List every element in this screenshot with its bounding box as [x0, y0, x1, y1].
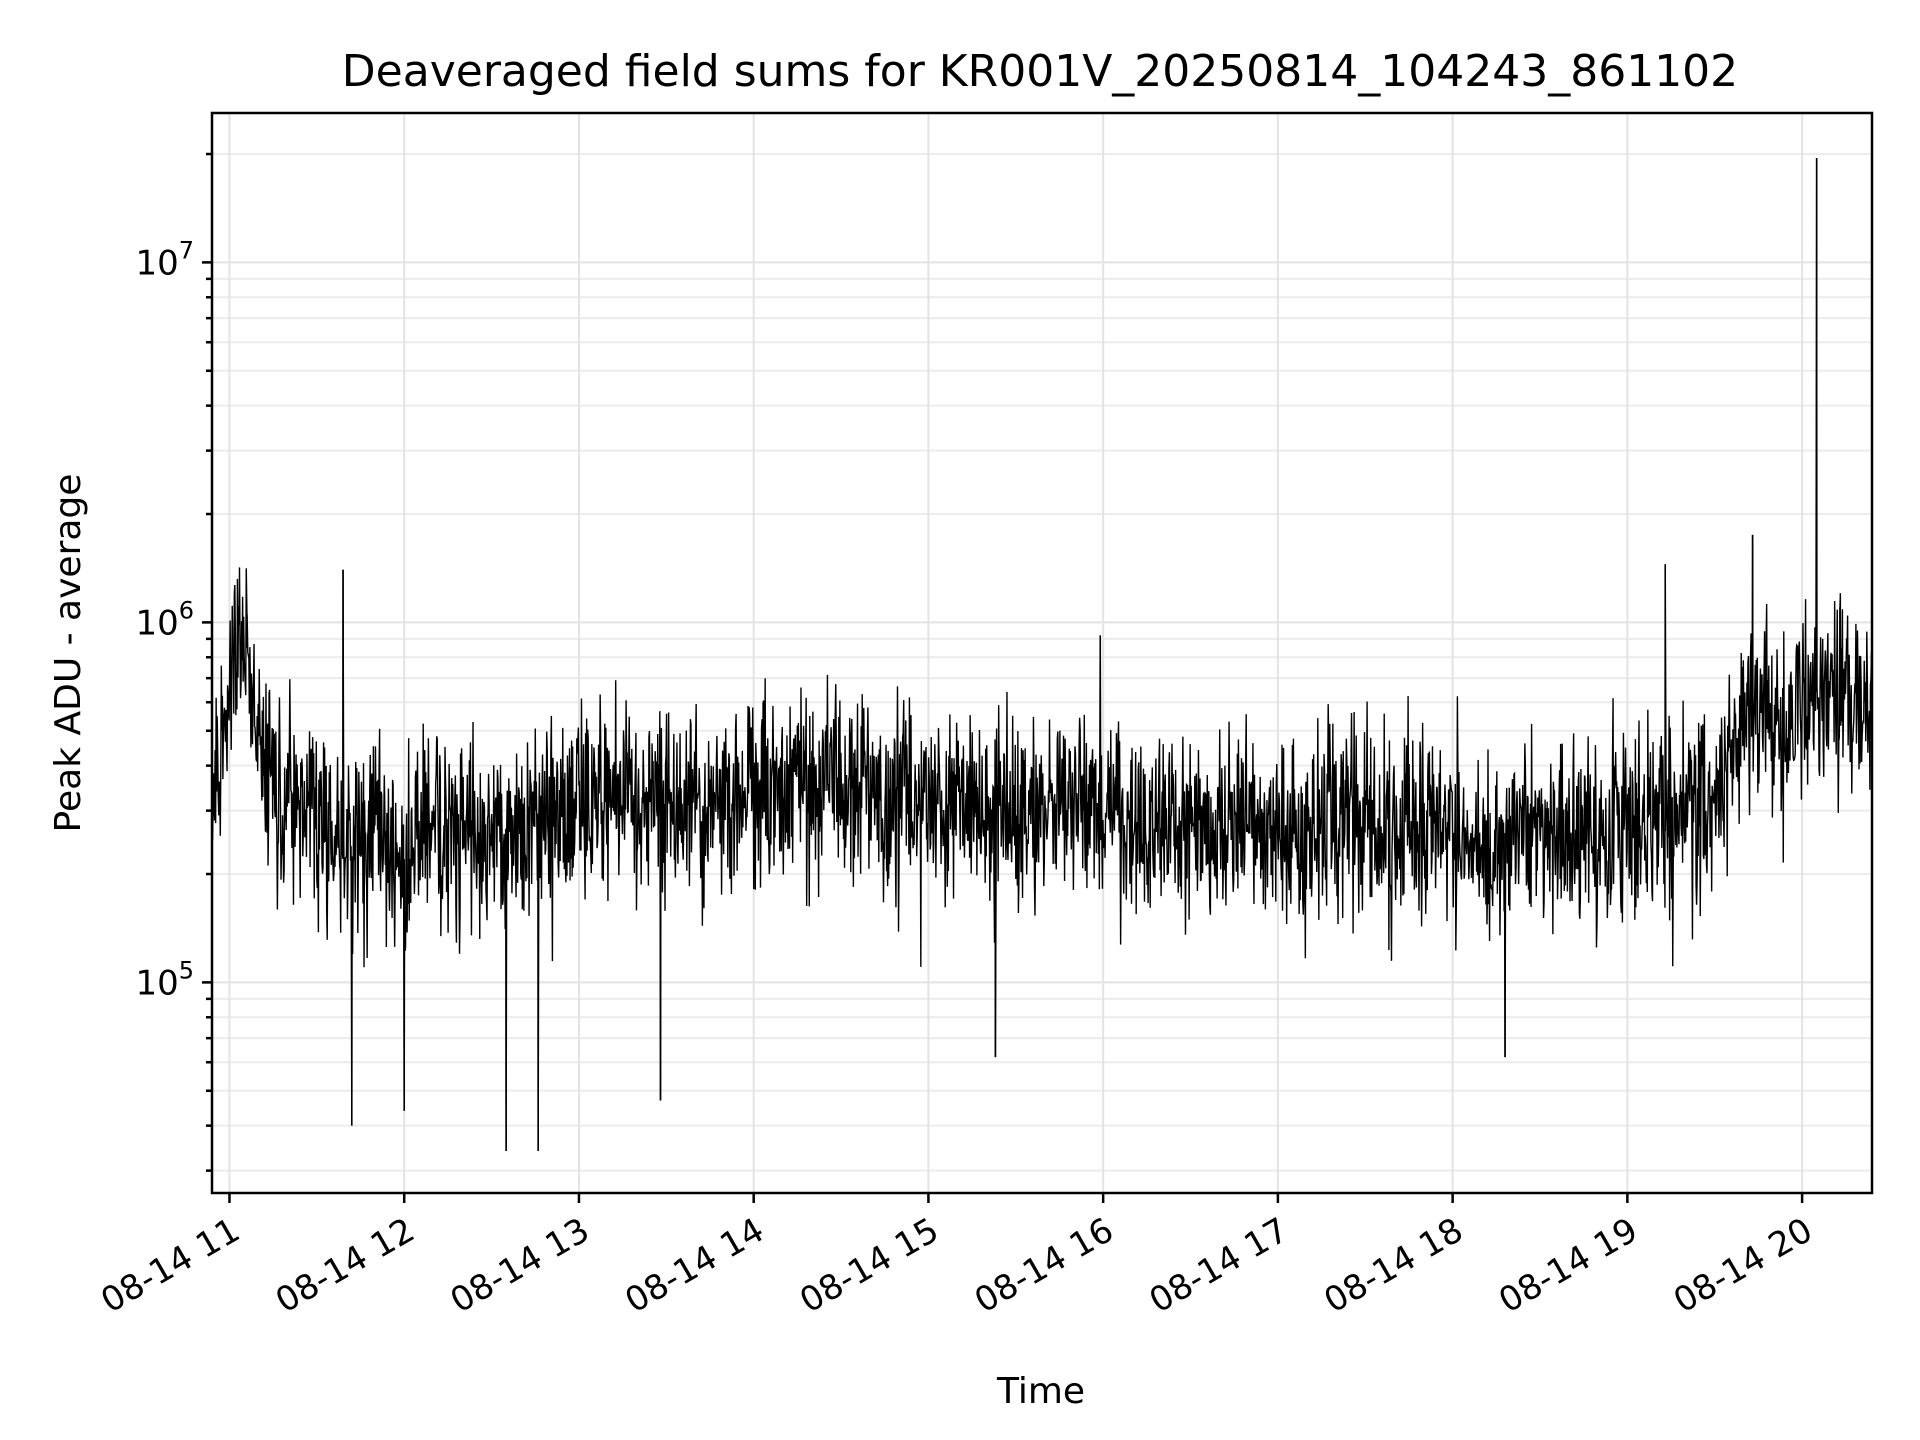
data-series: [211, 157, 1873, 1152]
plot-frame: [210, 111, 1874, 1195]
y-tick-base: 10: [135, 963, 178, 1003]
y-tick-base: 10: [135, 603, 178, 643]
y-tick-exponent: 7: [179, 236, 194, 264]
y-tick-label: 105: [135, 956, 194, 1003]
y-tick-exponent: 5: [179, 956, 194, 984]
extreme-marks: [246, 157, 1841, 1152]
y-tick-label: 106: [135, 596, 194, 643]
chart-title: Deaveraged field sums for KR001V_2025081…: [342, 46, 1738, 97]
series-line: [211, 157, 1873, 1152]
y-tick-base: 10: [135, 243, 178, 283]
x-axis-label: Time: [996, 1371, 1085, 1412]
y-tick-label: 107: [135, 236, 194, 283]
y-tick-exponent: 6: [179, 596, 194, 624]
y-axis-label: Peak ADU - average: [48, 474, 89, 833]
